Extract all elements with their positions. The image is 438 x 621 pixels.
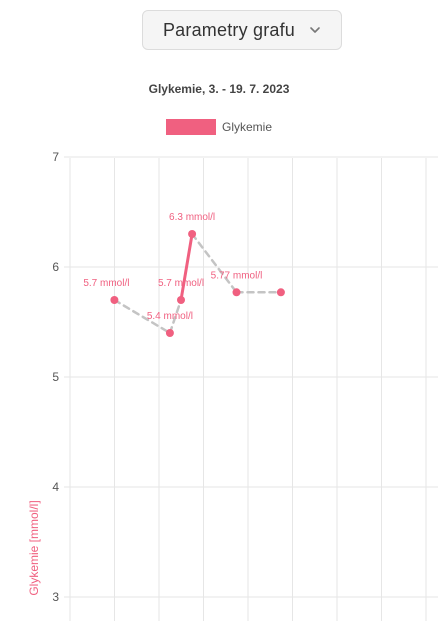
chart-title: Glykemie, 3. - 19. 7. 2023 [148,82,290,96]
series-gap-segment [190,232,238,294]
data-point [177,296,185,304]
data-label: 6.3 mmol/l [169,212,215,223]
y-tick-label: 3 [52,590,59,604]
chart-legend[interactable]: Glykemie [0,119,438,135]
y-tick-label: 4 [52,480,59,494]
legend-swatch [165,119,216,135]
data-point [232,288,241,297]
graph-params-button[interactable]: Parametry grafu [142,10,342,50]
chevron-down-icon [310,27,320,33]
legend-label-glykemie: Glykemie [221,120,272,134]
data-label: 5.7 mmol/l [158,278,204,289]
data-label: 5.7 mmol/l [83,278,129,289]
y-tick-label: 5 [52,370,59,384]
data-label: 5.77 mmol/l [211,270,263,281]
data-label: 5.4 mmol/l [147,311,193,322]
y-tick-label: 7 [52,150,59,164]
data-point [110,296,119,304]
series-line-segment [179,232,194,302]
data-point [276,288,285,297]
data-point [188,230,197,238]
y-tick-label: 6 [52,260,59,274]
data-point [165,329,174,337]
series-gap-segment [113,298,172,335]
series-gap-segment [168,298,183,335]
graph-params-label: Parametry grafu [162,19,296,40]
y-axis-label: Glykemie [mmol/l] [27,500,41,595]
